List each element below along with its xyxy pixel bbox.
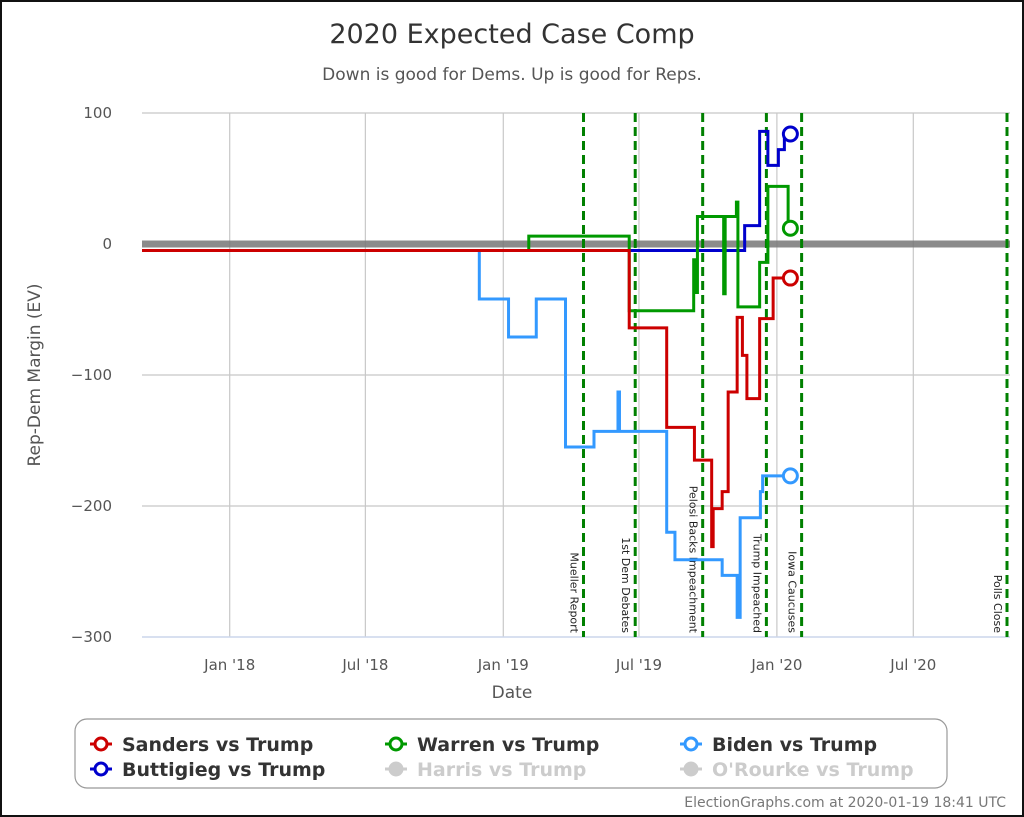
series-line: [142, 249, 791, 549]
legend-box: [74, 718, 948, 789]
y-tick-label: 0: [102, 235, 112, 253]
event-label: Polls Close: [991, 575, 1004, 634]
series-end-marker: [781, 125, 799, 143]
legend-item[interactable]: Warren vs Trump: [385, 734, 599, 756]
legend-label: Sanders vs Trump: [122, 734, 313, 756]
legend-label: O'Rourke vs Trump: [712, 759, 914, 781]
series-lines: [142, 125, 799, 619]
y-tick-label: −100: [71, 366, 112, 384]
event-label: Mueller Report: [567, 552, 580, 633]
legend-label: Buttigieg vs Trump: [122, 759, 325, 781]
legend-marker-icon: [388, 761, 404, 777]
x-tick-label: Jan '19: [477, 656, 529, 674]
series-end-marker: [781, 269, 799, 287]
event-lines: Mueller Report 1st Dem Debates Pelosi Back…: [567, 113, 1009, 637]
legend-item[interactable]: Buttigieg vs Trump: [90, 759, 325, 781]
gridlines: [142, 112, 1010, 638]
legend-marker-icon: [683, 761, 699, 777]
tick-labels: Jan '18 Jul '18 Jan '19 Jul '19 Jan '20 Jul '…: [71, 104, 937, 674]
x-tick-label: Jul '18: [341, 656, 388, 674]
x-tick-label: Jul '20: [889, 656, 936, 674]
legend-marker-icon: [93, 736, 109, 752]
series-line: [142, 249, 791, 619]
event-label: Trump Impeached: [750, 533, 763, 633]
y-tick-label: 100: [83, 104, 112, 122]
event-label: Iowa Caucuses: [786, 551, 799, 633]
legend: Sanders vs Trump Warren vs Trump Biden vs …: [90, 734, 914, 781]
series-end-marker: [781, 467, 799, 485]
x-tick-label: Jul '19: [615, 656, 662, 674]
legend-marker-icon: [388, 736, 404, 752]
legend-item[interactable]: Biden vs Trump: [680, 734, 877, 756]
chart-subtitle: Down is good for Dems. Up is good for Re…: [322, 65, 702, 85]
event-label: 1st Dem Debates: [619, 537, 632, 633]
y-tick-label: −300: [71, 628, 112, 646]
series-line: [142, 129, 791, 253]
legend-item[interactable]: O'Rourke vs Trump: [680, 759, 914, 781]
series-line: [142, 184, 791, 313]
legend-label: Warren vs Trump: [417, 734, 599, 756]
legend-label: Biden vs Trump: [712, 734, 877, 756]
legend-marker-icon: [93, 761, 109, 777]
x-tick-label: Jan '18: [203, 656, 255, 674]
y-axis-title: Rep-Dem Margin (EV): [25, 283, 45, 466]
x-tick-label: Jan '20: [750, 656, 802, 674]
legend-item[interactable]: Sanders vs Trump: [90, 734, 313, 756]
y-tick-label: −200: [71, 497, 112, 515]
x-axis-title: Date: [492, 683, 533, 703]
legend-marker-icon: [683, 736, 699, 752]
legend-label: Harris vs Trump: [417, 759, 586, 781]
series-end-marker: [781, 219, 799, 237]
credit-text: ElectionGraphs.com at 2020-01-19 18:41 U…: [684, 795, 1006, 811]
legend-item[interactable]: Harris vs Trump: [385, 759, 586, 781]
chart-title: 2020 Expected Case Comp: [329, 19, 694, 50]
